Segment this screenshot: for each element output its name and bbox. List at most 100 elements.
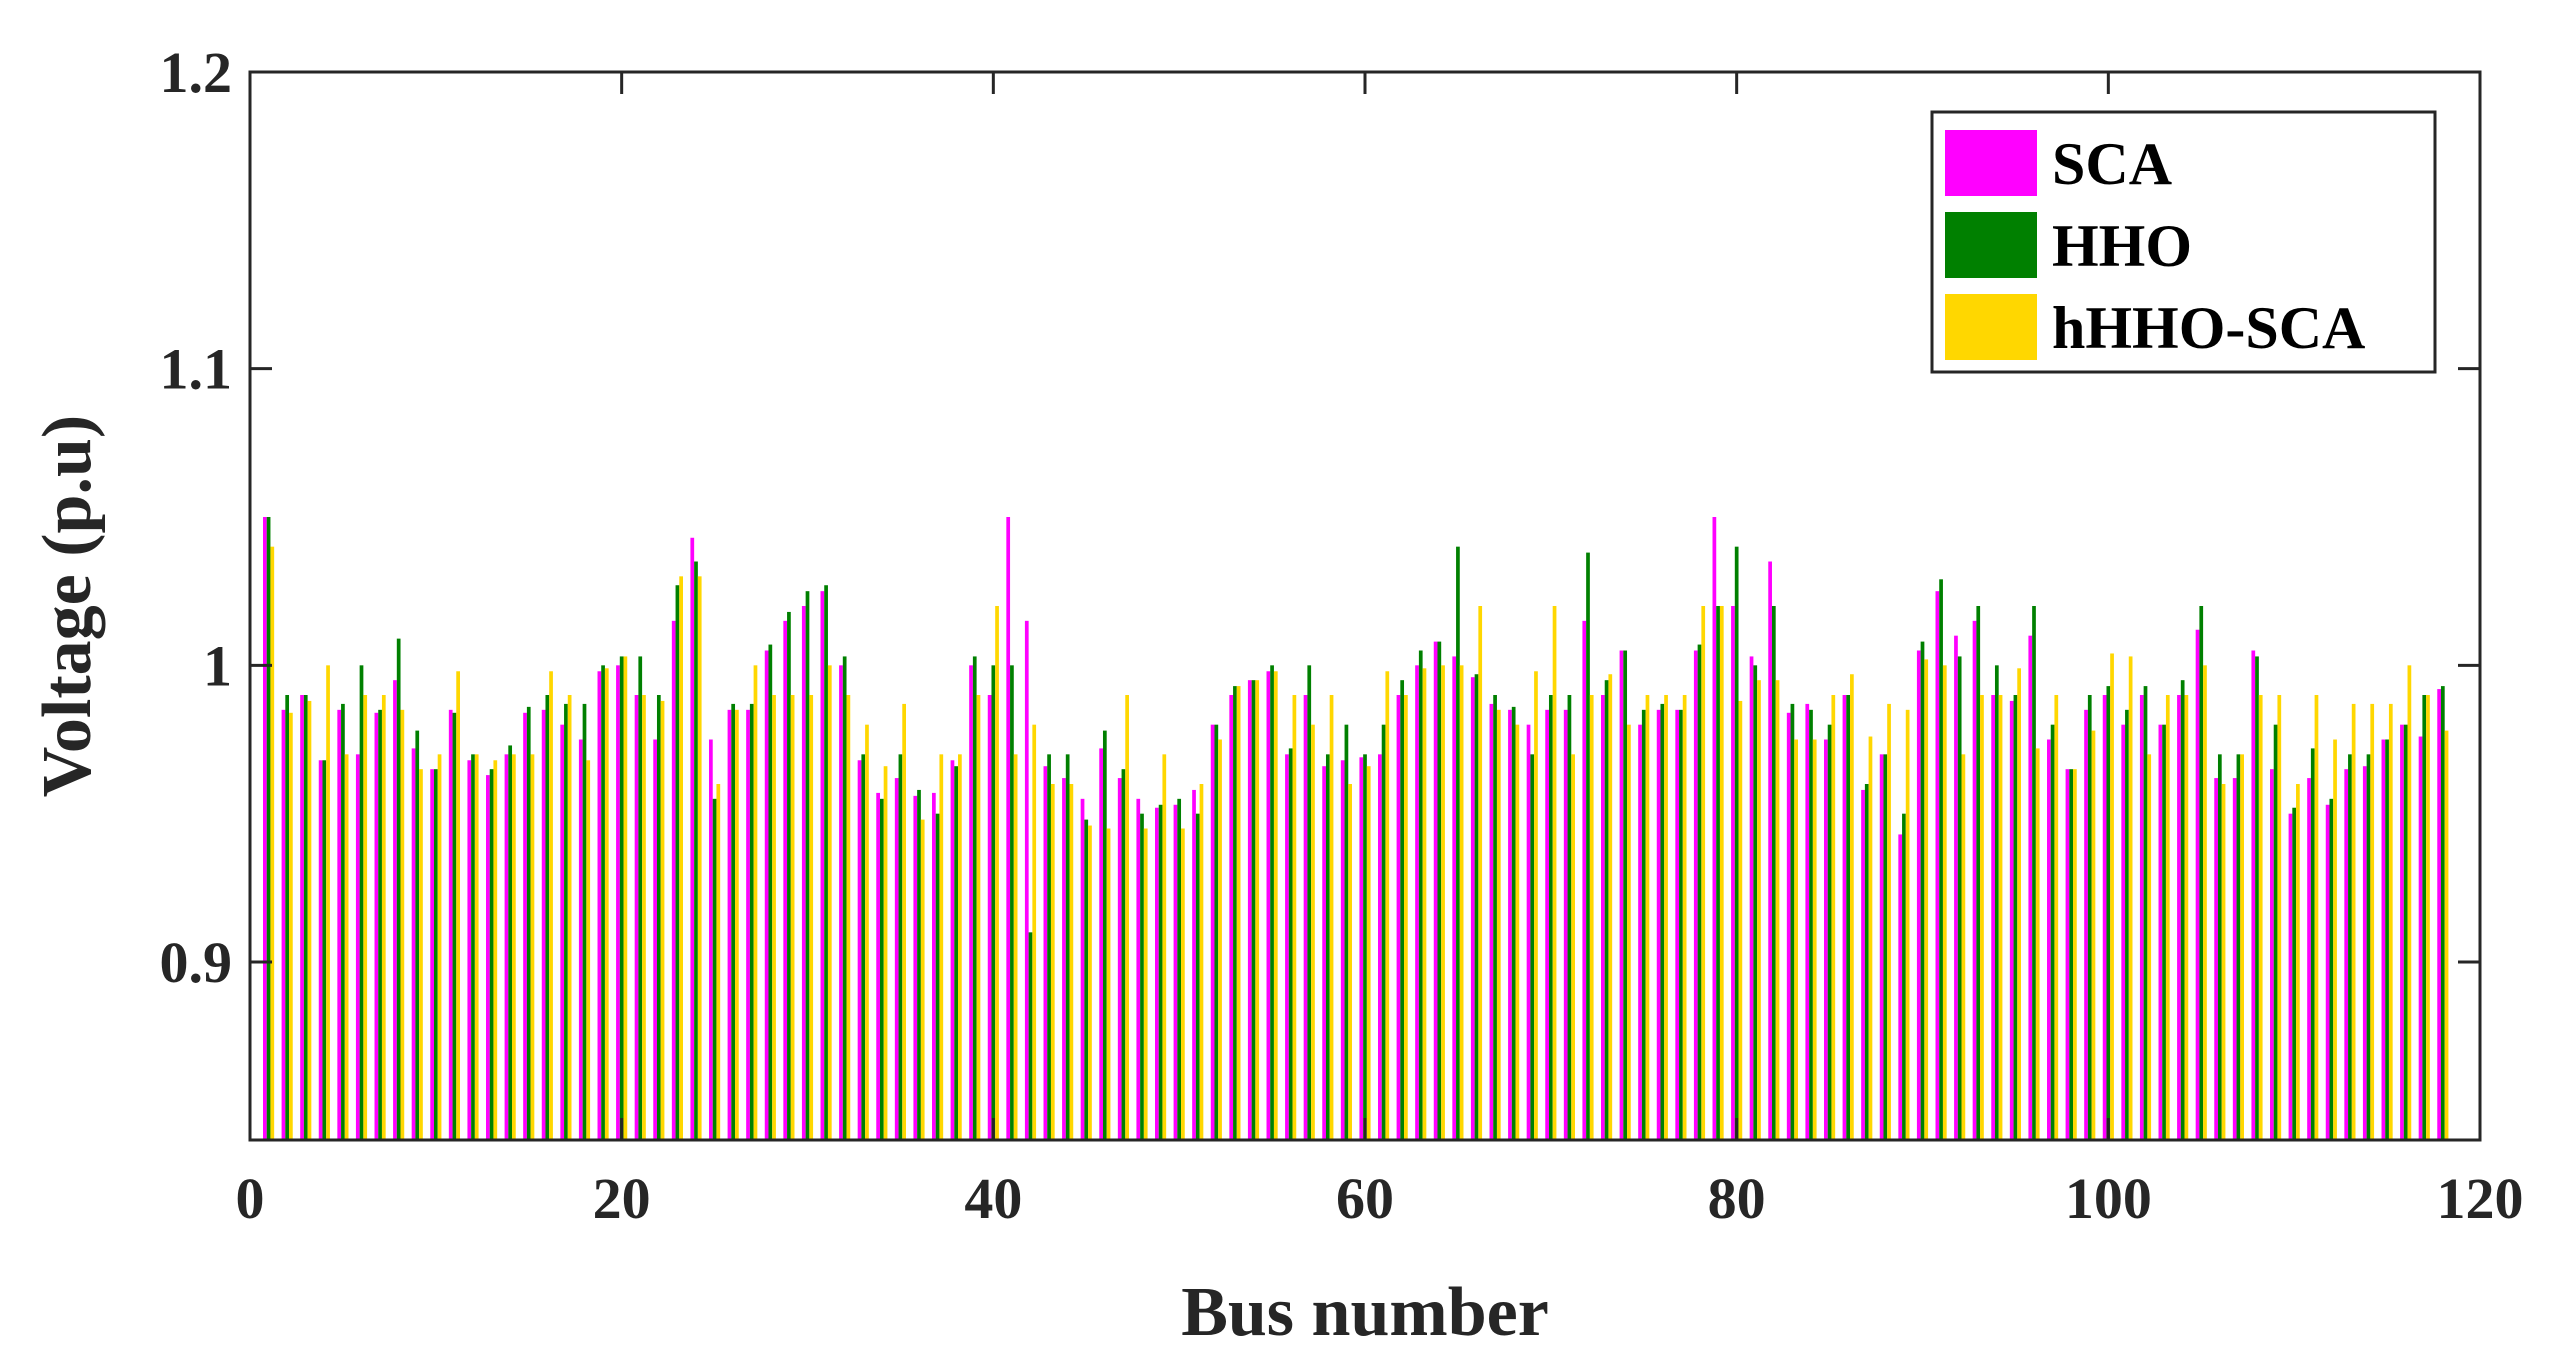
bar-hho-bus-41: [1010, 665, 1014, 1140]
bar-hhho-sca-bus-17: [567, 695, 572, 1140]
bar-sca-bus-31: [820, 591, 825, 1140]
bar-hho-bus-2: [285, 695, 290, 1140]
bar-hho-bus-58: [1325, 754, 1330, 1140]
bar-hho-bus-108: [2255, 656, 2259, 1140]
bar-hho-bus-75: [1641, 709, 1646, 1140]
bar-hhho-sca-bus-84: [1812, 739, 1817, 1140]
bar-hhho-sca-bus-80: [1738, 700, 1743, 1140]
bar-sca-bus-85: [1824, 739, 1828, 1140]
bar-hhho-sca-bus-109: [2277, 695, 2282, 1140]
x-axis-title: Bus number: [1181, 1274, 1549, 1351]
bar-hhho-sca-bus-29: [790, 695, 795, 1140]
bar-hhho-sca-bus-8: [400, 709, 405, 1140]
bar-sca-bus-97: [2047, 739, 2051, 1140]
tick-labels: 0 20 40 60 80 100 120 0.9 1 1.1 1.2: [160, 40, 2524, 1231]
bar-hho-bus-86: [1846, 695, 1851, 1140]
bar-sca-bus-26: [727, 709, 732, 1140]
bar-hhho-sca-bus-99: [2091, 730, 2096, 1140]
bar-hhho-sca-bus-44: [1069, 784, 1074, 1140]
bar-hho-bus-90: [1920, 641, 1925, 1140]
bar-sca-bus-93: [1972, 620, 1977, 1140]
bar-sca-bus-108: [2251, 650, 2256, 1140]
bar-hhho-sca-bus-103: [2165, 695, 2170, 1140]
bar-hhho-sca-bus-116: [2407, 665, 2412, 1140]
bar-hho-bus-32: [842, 656, 847, 1140]
bar-sca-bus-107: [2232, 778, 2237, 1140]
bar-sca-bus-115: [2381, 739, 2386, 1140]
bars-layer: [263, 517, 2449, 1140]
bar-hho-bus-84: [1809, 709, 1813, 1140]
bar-sca-bus-109: [2270, 769, 2274, 1140]
bar-sca-bus-27: [746, 709, 750, 1140]
bar-hhho-sca-bus-47: [1125, 695, 1129, 1140]
bar-hhho-sca-bus-35: [902, 703, 906, 1140]
bar-sca-bus-7: [374, 712, 379, 1140]
bar-hho-bus-34: [879, 798, 884, 1140]
bar-hho-bus-114: [2366, 754, 2371, 1140]
bar-hhho-sca-bus-79: [1719, 606, 1724, 1140]
bar-hhho-sca-bus-60: [1366, 766, 1371, 1140]
bar-hhho-sca-bus-21: [642, 695, 646, 1140]
bar-sca-bus-28: [764, 650, 769, 1140]
bar-hhho-sca-bus-57: [1311, 724, 1315, 1140]
bar-hhho-sca-bus-92: [1961, 754, 1966, 1140]
bar-sca-bus-118: [2437, 689, 2441, 1140]
bar-hhho-sca-bus-14: [512, 754, 516, 1140]
bar-hho-bus-105: [2199, 606, 2204, 1140]
bar-hho-bus-117: [2422, 695, 2427, 1140]
bar-hhho-sca-bus-110: [2296, 784, 2300, 1140]
bar-hho-bus-99: [2087, 695, 2092, 1140]
bar-sca-bus-102: [2139, 695, 2144, 1140]
bar-hho-bus-72: [1586, 552, 1590, 1140]
legend-label-sca: SCA: [2052, 131, 2172, 197]
bar-hhho-sca-bus-13: [493, 760, 498, 1140]
bar-hhho-sca-bus-82: [1775, 680, 1780, 1140]
bar-hho-bus-10: [433, 769, 438, 1140]
bar-sca-bus-12: [467, 760, 472, 1140]
bar-sca-bus-51: [1192, 789, 1196, 1140]
bar-hho-bus-28: [768, 644, 773, 1140]
bar-sca-bus-15: [523, 712, 527, 1140]
bar-hho-bus-80: [1734, 546, 1739, 1140]
bar-sca-bus-116: [2400, 724, 2404, 1140]
bar-hhho-sca-bus-114: [2370, 703, 2375, 1140]
bar-sca-bus-88: [1879, 754, 1884, 1140]
bar-hhho-sca-bus-24: [697, 576, 702, 1140]
bar-hho-bus-43: [1047, 754, 1051, 1140]
bar-sca-bus-58: [1322, 766, 1326, 1140]
bar-hho-bus-91: [1939, 579, 1943, 1140]
bar-hho-bus-54: [1251, 680, 1256, 1140]
bar-hho-bus-62: [1400, 680, 1405, 1140]
bar-hhho-sca-bus-94: [1998, 695, 2003, 1140]
bar-hho-bus-46: [1102, 730, 1107, 1140]
bar-hhho-sca-bus-105: [2203, 665, 2207, 1140]
bar-hho-bus-56: [1288, 748, 1293, 1140]
bar-sca-bus-76: [1656, 709, 1661, 1140]
bar-hhho-sca-bus-46: [1106, 828, 1111, 1140]
bar-sca-bus-83: [1786, 712, 1791, 1140]
bar-hhho-sca-bus-45: [1088, 825, 1092, 1140]
bar-hhho-sca-bus-26: [735, 709, 739, 1140]
bar-hho-bus-111: [2310, 748, 2315, 1140]
bar-sca-bus-60: [1359, 757, 1364, 1140]
bar-hhho-sca-bus-85: [1831, 695, 1836, 1140]
bar-sca-bus-80: [1731, 606, 1735, 1140]
bar-hhho-sca-bus-78: [1701, 606, 1706, 1140]
bar-sca-bus-4: [318, 760, 323, 1140]
bar-hhho-sca-bus-36: [920, 819, 925, 1140]
y-tick-label: 0.9: [160, 930, 233, 995]
bar-hho-bus-101: [2125, 709, 2129, 1140]
bar-sca-bus-69: [1526, 724, 1531, 1140]
bar-hho-bus-49: [1158, 804, 1163, 1140]
bar-hho-bus-113: [2348, 754, 2352, 1140]
bar-hho-bus-83: [1790, 703, 1795, 1140]
bar-hho-bus-92: [1957, 656, 1962, 1140]
bar-hhho-sca-bus-90: [1924, 659, 1929, 1140]
y-tick-label: 1.1: [160, 337, 233, 402]
bar-hho-bus-78: [1697, 644, 1702, 1140]
bar-hhho-sca-bus-53: [1236, 686, 1241, 1140]
bar-sca-bus-72: [1582, 620, 1587, 1140]
bar-hho-bus-71: [1567, 695, 1572, 1140]
bar-sca-bus-81: [1749, 656, 1754, 1140]
bar-hho-bus-17: [564, 703, 568, 1140]
